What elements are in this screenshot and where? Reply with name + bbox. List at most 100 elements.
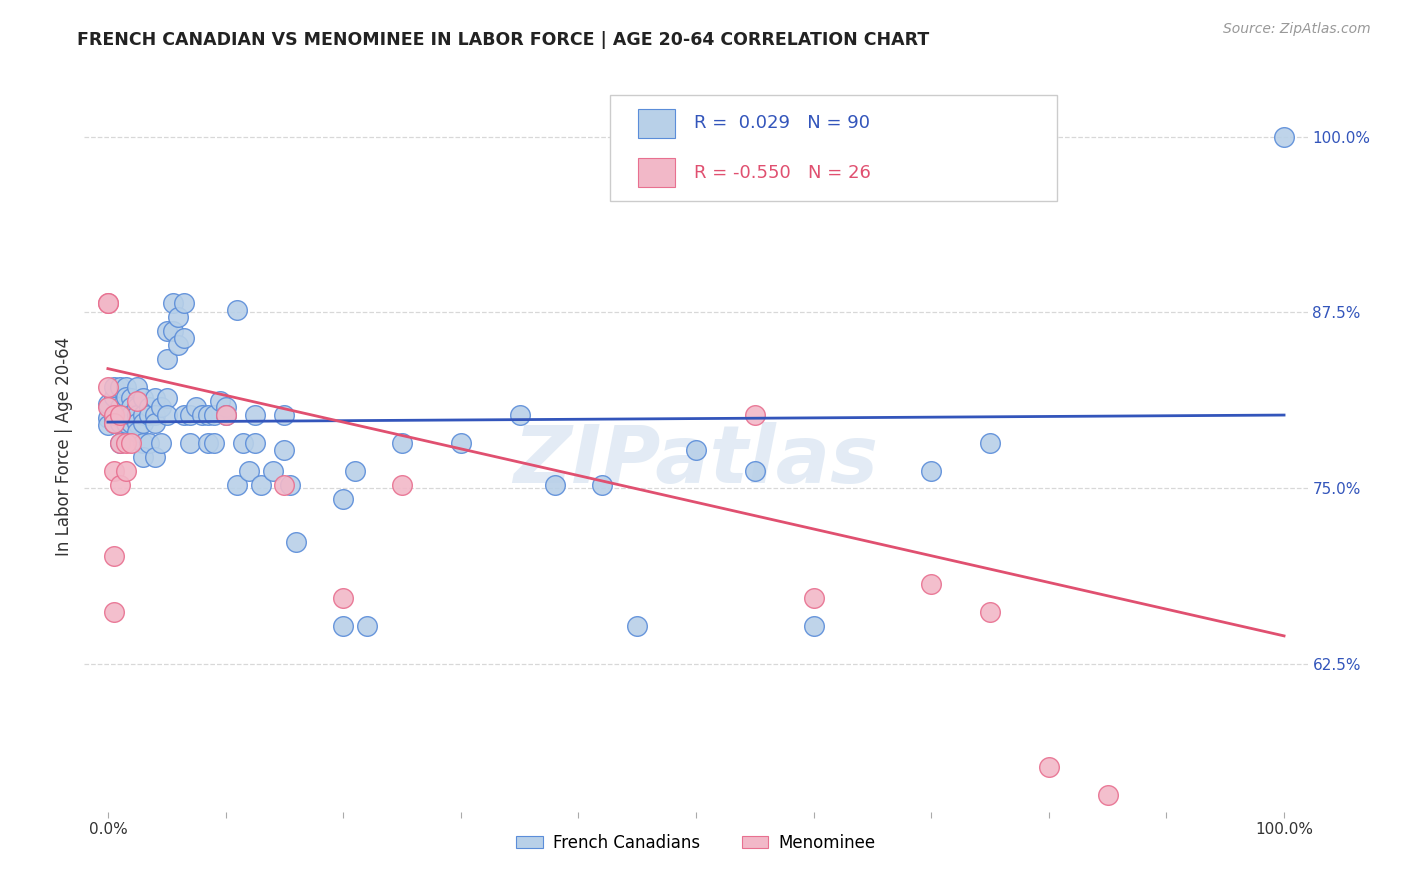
Point [214,408,236,422]
Point [138,400,160,414]
Point [232,436,254,450]
Point [108,436,131,450]
Point [202,408,225,422]
Point [356,619,378,633]
Point [114,464,136,478]
Text: R = -0.550   N = 26: R = -0.550 N = 26 [693,163,870,182]
Point [173,331,195,345]
Point [103,390,125,404]
Point [202,436,225,450]
Point [197,408,219,422]
Point [214,400,236,414]
Point [114,408,136,422]
Point [108,380,131,394]
Point [685,443,707,458]
Point [273,478,295,492]
Point [132,450,155,465]
Point [744,464,766,478]
Point [179,436,201,450]
Point [114,417,136,431]
Point [626,619,648,633]
Point [197,436,219,450]
Point [156,351,179,366]
Point [97,380,120,394]
Point [132,436,155,450]
Point [149,436,172,450]
Point [179,408,201,422]
Point [114,380,136,394]
Point [173,295,195,310]
Point [803,619,825,633]
Point [103,549,125,563]
Point [979,436,1001,450]
Point [184,400,207,414]
Point [120,417,142,431]
Point [243,436,266,450]
Point [591,478,613,492]
Point [332,619,354,633]
Y-axis label: In Labor Force | Age 20-64: In Labor Force | Age 20-64 [55,336,73,556]
Point [127,425,149,439]
Point [127,380,149,394]
Point [114,390,136,404]
Point [156,408,179,422]
Point [544,478,567,492]
Point [127,417,149,431]
FancyBboxPatch shape [638,158,675,187]
Point [97,397,120,411]
Point [167,337,190,351]
Point [167,310,190,324]
Point [1038,760,1060,774]
Point [114,400,136,414]
Point [103,464,125,478]
Point [108,408,131,422]
Point [132,417,155,431]
Point [332,492,354,507]
Text: ZIPatlas: ZIPatlas [513,422,879,500]
Point [226,478,249,492]
Point [744,408,766,422]
Text: FRENCH CANADIAN VS MENOMINEE IN LABOR FORCE | AGE 20-64 CORRELATION CHART: FRENCH CANADIAN VS MENOMINEE IN LABOR FO… [77,31,929,49]
Point [391,478,413,492]
Point [173,408,195,422]
Point [138,408,160,422]
Point [143,408,166,422]
Point [162,295,184,310]
Point [391,436,413,450]
Point [332,591,354,605]
Point [920,577,942,591]
Point [108,417,131,431]
Point [143,417,166,431]
Point [103,410,125,425]
Point [103,408,125,422]
Point [343,464,366,478]
Point [979,605,1001,619]
Point [97,295,120,310]
Point [149,400,172,414]
Point [1272,129,1295,144]
Point [273,408,295,422]
Point [156,391,179,405]
Point [120,391,142,405]
Text: R =  0.029   N = 90: R = 0.029 N = 90 [693,114,869,132]
Point [97,295,120,310]
Point [103,417,125,431]
Point [114,436,136,450]
Point [120,436,142,450]
Point [238,464,260,478]
Point [226,302,249,317]
Point [103,380,125,394]
Point [214,408,236,422]
Point [920,464,942,478]
Point [103,417,125,431]
Point [262,464,284,478]
FancyBboxPatch shape [638,109,675,138]
Point [803,591,825,605]
Point [138,436,160,450]
Point [1097,788,1119,802]
Point [208,394,231,409]
Point [97,410,120,425]
Point [120,408,142,422]
Legend: French Canadians, Menominee: French Canadians, Menominee [510,827,882,858]
Point [509,408,531,422]
